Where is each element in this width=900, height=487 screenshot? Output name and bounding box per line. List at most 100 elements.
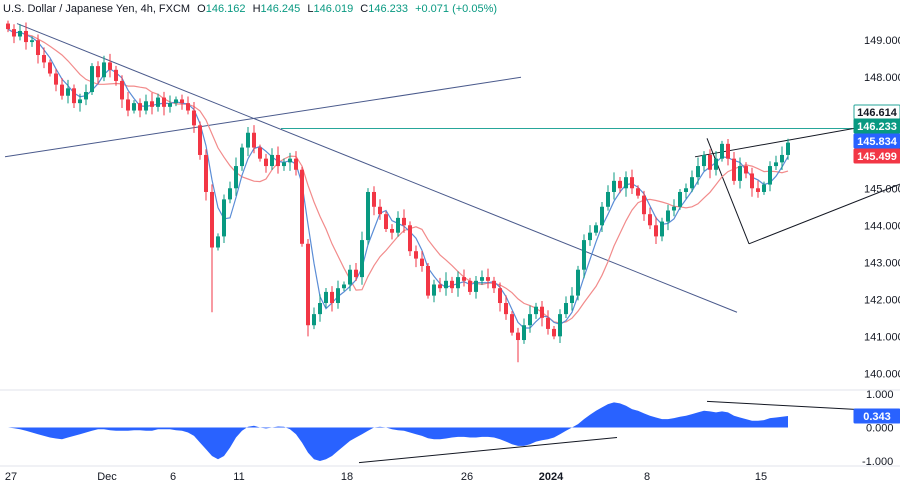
high-value: 146.245 — [261, 3, 301, 15]
candle-body — [294, 158, 298, 170]
open-label: O — [197, 3, 206, 15]
candle-body — [468, 280, 472, 292]
candle-body — [528, 314, 532, 326]
candle-body — [18, 30, 22, 37]
candle-body — [144, 101, 148, 111]
candle-body — [222, 199, 226, 237]
candle-body — [96, 66, 100, 78]
candle-body — [480, 277, 484, 281]
candle-body — [330, 291, 334, 304]
price-tick-label: 149.000 — [864, 35, 900, 47]
candle-body — [402, 217, 406, 226]
trendline — [16, 23, 738, 313]
candle-body — [762, 184, 766, 192]
candle-body — [198, 125, 202, 155]
badge-label: 146.614 — [857, 107, 898, 119]
candle-body — [300, 169, 304, 244]
candle-body — [462, 277, 466, 281]
oscillator-divergence-line — [706, 400, 870, 411]
candle-body — [348, 269, 352, 285]
candle-body — [414, 251, 418, 259]
candle-body — [648, 214, 652, 226]
candle-body — [564, 303, 568, 315]
close-label: C — [360, 3, 368, 15]
high-label: H — [253, 3, 261, 15]
candle-body — [192, 110, 196, 126]
candle-body — [450, 280, 454, 289]
oscillator-tick-label: 0.000 — [866, 422, 894, 434]
channel-line — [748, 183, 900, 245]
open-value: 146.162 — [206, 3, 246, 15]
candle-body — [408, 225, 412, 252]
candle-body — [552, 328, 556, 337]
candle-body — [744, 166, 748, 174]
candle-body — [636, 188, 640, 196]
candle-body — [612, 180, 616, 192]
candle-body — [126, 99, 130, 111]
price-badge: 146.614 — [853, 104, 900, 120]
candle-body — [78, 99, 82, 104]
candle-body — [186, 103, 190, 111]
candle-body — [756, 188, 760, 192]
candle-body — [654, 225, 658, 237]
candle-body — [558, 314, 562, 337]
candle-body — [624, 177, 628, 189]
candle-body — [588, 232, 592, 241]
candle-body — [234, 166, 238, 189]
price-badge: 145.834 — [853, 133, 900, 149]
candle-body — [498, 288, 502, 304]
date-tick-label: 15 — [755, 471, 767, 483]
candle-body — [420, 258, 424, 266]
date-tick-label: 8 — [644, 471, 650, 483]
candle-body — [690, 177, 694, 189]
candle-body — [582, 240, 586, 270]
candle-body — [282, 162, 286, 167]
candle-body — [780, 154, 784, 163]
price-tick-label: 144.000 — [864, 220, 900, 232]
candle-body — [696, 166, 700, 178]
price-tick-label: 142.000 — [864, 294, 900, 306]
date-tick-label: 2024 — [539, 471, 564, 483]
date-tick-label: 11 — [233, 471, 244, 483]
candle-body — [474, 280, 478, 292]
candle-body — [246, 132, 250, 148]
candle-body — [510, 314, 514, 333]
candle-body — [684, 188, 688, 192]
low-label: L — [307, 3, 313, 15]
date-tick-label: 27 — [5, 471, 17, 483]
candle-body — [102, 62, 106, 78]
price-tick-label: 143.000 — [864, 257, 900, 269]
candle-body — [114, 69, 118, 81]
candle-body — [606, 191, 610, 207]
candle-body — [786, 142, 790, 155]
candle-body — [600, 206, 604, 226]
oscillator-divergence-line — [358, 437, 618, 464]
candle-body — [492, 280, 496, 289]
candle-body — [660, 221, 664, 237]
candle-body — [174, 99, 178, 104]
candle-body — [162, 97, 166, 107]
svg-text:U.S. Dollar / Japanese Yen, 4h: U.S. Dollar / Japanese Yen, 4h, FXCM O14… — [3, 3, 497, 15]
candle-body — [24, 30, 28, 43]
badge-label: 145.499 — [857, 151, 897, 163]
candle-body — [72, 88, 76, 104]
date-tick-label: 26 — [461, 471, 473, 483]
candle-body — [516, 332, 520, 341]
candle-body — [522, 325, 526, 341]
candle-body — [336, 288, 340, 304]
price-tick-label: 141.000 — [864, 331, 900, 343]
candle-body — [150, 101, 154, 107]
candle-body — [54, 73, 58, 85]
badge-box — [853, 118, 900, 134]
candle-body — [378, 206, 382, 215]
oscillator-value-badge: 0.343 — [853, 408, 900, 424]
candle-body — [738, 166, 742, 181]
chart-header: U.S. Dollar / Japanese Yen, 4h, FXCM O14… — [3, 3, 497, 15]
price-badge: 145.499 — [853, 148, 900, 164]
candle-body — [666, 210, 670, 222]
candle-body — [486, 277, 490, 281]
date-tick-label: Dec — [97, 471, 117, 483]
